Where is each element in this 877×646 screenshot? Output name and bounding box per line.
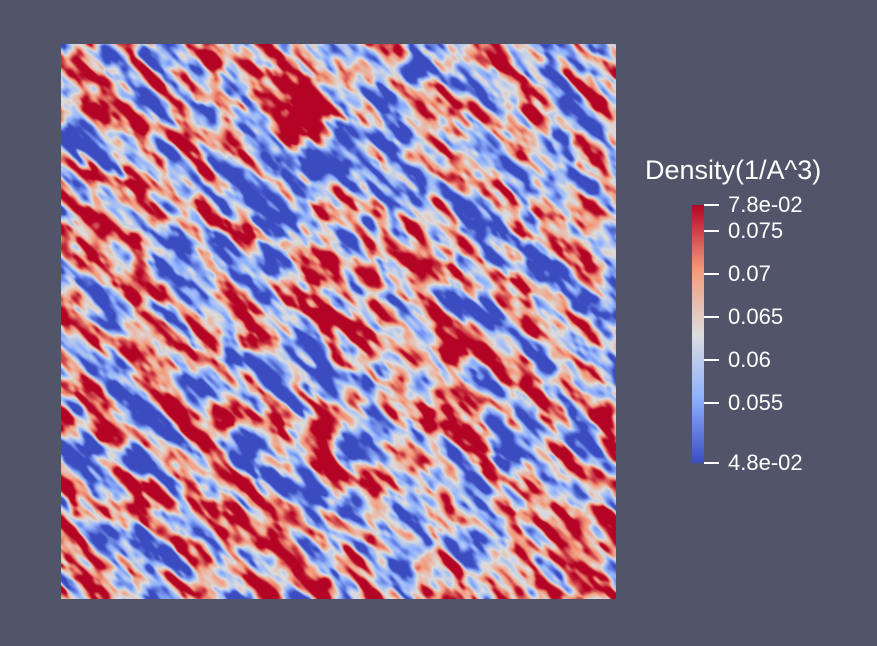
- colorbar-tick-label: 4.8e-02: [728, 450, 803, 475]
- colorbar-tick-mark: [704, 358, 719, 361]
- colorbar-tick-mark: [704, 401, 719, 404]
- colorbar-tick-mark: [704, 315, 719, 318]
- colorbar-tick-label: 7.8e-02: [728, 192, 803, 217]
- colorbar-gradient: [692, 205, 704, 463]
- colorbar-title: Density(1/A^3): [645, 155, 822, 185]
- density-field-plot[interactable]: [61, 44, 616, 599]
- colorbar-tick-label: 0.07: [728, 260, 771, 286]
- colorbar-tick-label: 0.075: [728, 217, 784, 243]
- colorbar-tick-label: 0.055: [728, 389, 784, 415]
- colorbar-tick-mark: [704, 204, 719, 206]
- colorbar-tick-mark: [704, 462, 719, 464]
- colorbar: [692, 205, 704, 463]
- colorbar-tick-mark: [704, 272, 719, 275]
- colorbar-tick-label: 0.06: [728, 346, 771, 372]
- colorbar-tick-label: 0.065: [728, 303, 784, 329]
- colorbar-tick-mark: [704, 229, 719, 232]
